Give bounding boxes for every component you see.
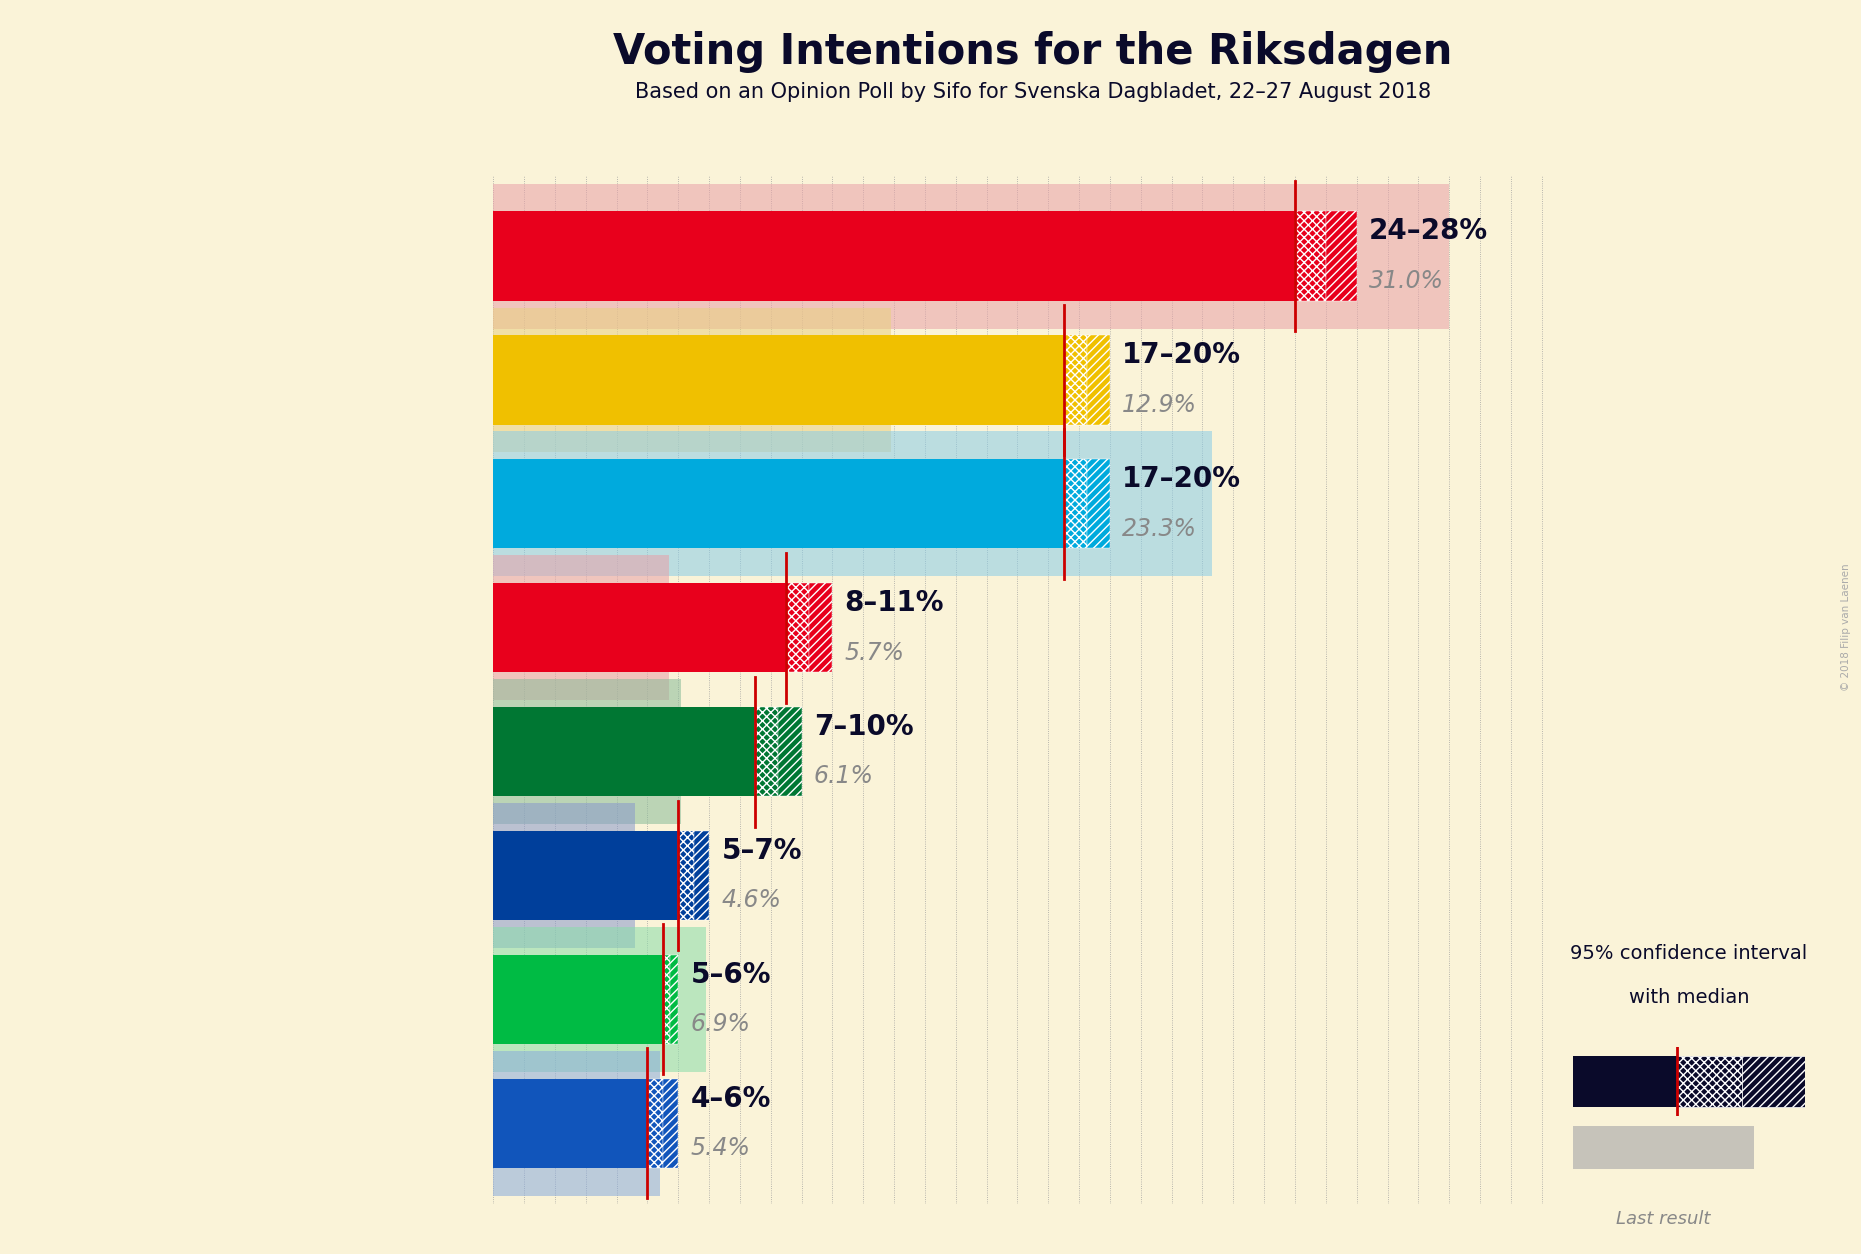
Bar [493, 680, 681, 824]
Bar [1573, 1056, 1677, 1107]
Bar [1087, 335, 1109, 425]
Bar [1677, 1056, 1742, 1107]
Bar [694, 831, 709, 920]
Bar [677, 831, 694, 920]
Text: 5.7%: 5.7% [845, 641, 904, 665]
Bar [1325, 212, 1357, 301]
Text: 8–11%: 8–11% [845, 589, 944, 617]
Text: 24–28%: 24–28% [1370, 217, 1489, 246]
Text: 5–7%: 5–7% [722, 836, 802, 865]
Text: 6.1%: 6.1% [813, 765, 875, 789]
Bar [493, 335, 1064, 425]
Bar [493, 927, 705, 1072]
Bar [493, 556, 668, 700]
Bar [1087, 459, 1109, 548]
Bar [1064, 335, 1087, 425]
Bar [663, 954, 670, 1045]
Bar [493, 707, 756, 796]
Bar [663, 1078, 677, 1167]
Text: 31.0%: 31.0% [1370, 268, 1444, 293]
Bar [778, 707, 802, 796]
Bar [648, 1078, 663, 1167]
Text: Based on an Opinion Poll by Sifo for Svenska Dagbladet, 22–27 August 2018: Based on an Opinion Poll by Sifo for Sve… [635, 82, 1431, 102]
Text: Last result: Last result [1615, 1210, 1710, 1228]
Text: 4–6%: 4–6% [690, 1085, 770, 1112]
Bar [493, 459, 1064, 548]
Text: Voting Intentions for the Riksdagen: Voting Intentions for the Riksdagen [612, 31, 1453, 73]
Text: 17–20%: 17–20% [1122, 465, 1241, 493]
Text: 4.6%: 4.6% [722, 888, 782, 913]
Bar [493, 307, 891, 453]
Bar [493, 831, 677, 920]
Text: 7–10%: 7–10% [813, 712, 914, 741]
Text: 23.3%: 23.3% [1122, 517, 1197, 540]
Bar [493, 183, 1450, 329]
Text: 95% confidence interval: 95% confidence interval [1571, 944, 1807, 963]
Bar [1573, 1126, 1755, 1169]
Text: 17–20%: 17–20% [1122, 341, 1241, 369]
Bar [756, 707, 778, 796]
Bar [785, 583, 810, 672]
Bar [493, 954, 663, 1045]
Bar [810, 583, 832, 672]
Bar [493, 583, 785, 672]
Text: with median: with median [1628, 988, 1749, 1007]
Text: 6.9%: 6.9% [690, 1012, 750, 1036]
Bar [493, 1051, 659, 1196]
Bar [493, 431, 1212, 577]
Bar [1742, 1056, 1805, 1107]
Bar [493, 803, 635, 948]
Text: 5.4%: 5.4% [690, 1136, 750, 1160]
Text: 5–6%: 5–6% [690, 961, 770, 988]
Text: © 2018 Filip van Laenen: © 2018 Filip van Laenen [1841, 563, 1852, 691]
Bar [1295, 212, 1325, 301]
Bar [670, 954, 677, 1045]
Bar [493, 212, 1295, 301]
Text: 12.9%: 12.9% [1122, 393, 1197, 416]
Bar [1064, 459, 1087, 548]
Bar [493, 1078, 648, 1167]
